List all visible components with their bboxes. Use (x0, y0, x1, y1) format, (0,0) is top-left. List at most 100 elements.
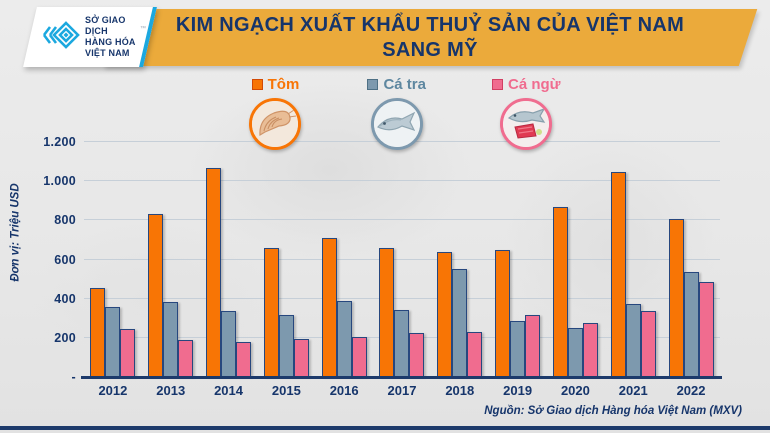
mxv-logo-content: SỞ GIAO DỊCH HÀNG HÓA VIỆT NAM ™ (30, 7, 146, 67)
bar-Cá tra-2013 (163, 302, 179, 377)
bar-group-2013 (142, 142, 200, 377)
bar-group-2016 (315, 142, 373, 377)
legend-item-tom: Tôm (249, 76, 302, 150)
year-label-2022: 2022 (676, 383, 706, 398)
legend-label-catra: Cá tra (383, 76, 426, 93)
bar-Tôm-2020 (552, 206, 568, 377)
bar-Cá ngừ-2014 (236, 342, 252, 377)
bar-group-2017 (373, 142, 431, 377)
y-axis-tick-labels: 1.200 1.000 800 600 400 200 - (26, 135, 76, 384)
bar-group-2021 (604, 142, 662, 377)
legend-swatch-tom (251, 79, 263, 90)
bar-Tôm-2013 (148, 214, 164, 377)
legend-key-tom: Tôm (251, 76, 300, 93)
gridline-400 (84, 297, 720, 299)
plot-area (81, 141, 722, 379)
bar-Tôm-2016 (321, 238, 337, 377)
trademark-symbol: ™ (140, 26, 146, 32)
bar-Cá tra-2022 (683, 271, 699, 377)
legend-swatch-catra (367, 79, 379, 90)
year-label-2014: 2014 (214, 383, 243, 398)
bar-Tôm-2022 (668, 218, 684, 377)
bar-Tôm-2015 (263, 248, 279, 377)
year-label-2016: 2016 (329, 383, 359, 398)
bar-Tôm-2012 (90, 287, 106, 377)
bar-Tôm-2017 (379, 247, 395, 377)
year-label-2021: 2021 (618, 383, 648, 398)
x-axis-baseline (81, 376, 722, 379)
bar-group-2014 (200, 142, 258, 377)
bar-Cá ngừ-2018 (467, 331, 483, 377)
gridline-800 (84, 219, 720, 221)
legend: Tôm Cá tra Cá ngừ (40, 76, 770, 150)
legend-key-cangu: Cá ngừ (492, 76, 561, 93)
bar-Cá ngừ-2022 (698, 281, 714, 377)
bar-Tôm-2019 (495, 250, 511, 377)
x-axis-year-labels: 2012 2013 2014 2015 2016 2017 2018 2019 2020 2021… (84, 383, 720, 398)
ytick-label-2: 800 (54, 213, 76, 228)
bar-Cá tra-2015 (278, 315, 294, 377)
bar-Cá ngừ-2020 (582, 323, 598, 377)
bar-group-2015 (257, 142, 315, 377)
year-label-2019: 2019 (503, 383, 533, 398)
ytick-label-6: - (71, 370, 76, 384)
mxv-logo-box: SỞ GIAO DỊCH HÀNG HÓA VIỆT NAM ™ (23, 7, 157, 67)
year-label-2018: 2018 (445, 383, 475, 398)
legend-item-cangu: Cá ngừ (492, 76, 561, 150)
bar-Tôm-2018 (437, 252, 453, 377)
legend-item-catra: Cá tra (367, 76, 426, 150)
bar-Cá tra-2017 (394, 309, 410, 377)
bar-Cá ngừ-2015 (293, 339, 309, 377)
title-banner-content: KIM NGẠCH XUẤT KHẨU THUỶ SẢN CỦA VIỆT NA… (112, 9, 748, 66)
ytick-label-4: 400 (54, 291, 76, 306)
bar-Cá tra-2012 (105, 306, 121, 377)
legend-swatch-cangu (492, 79, 503, 90)
bar-Cá tra-2021 (625, 304, 641, 377)
gridline-1000 (84, 180, 720, 182)
logo-line-3: VIỆT NAM (85, 48, 130, 58)
year-label-2013: 2013 (156, 383, 186, 398)
bar-group-2018 (431, 142, 489, 377)
bar-Cá tra-2019 (510, 320, 526, 377)
tuna-icon (500, 98, 553, 150)
bar-Tôm-2021 (610, 172, 626, 377)
bar-Cá ngừ-2012 (120, 329, 136, 377)
legend-label-cangu: Cá ngừ (508, 76, 561, 93)
year-label-2015: 2015 (271, 383, 301, 398)
bar-Cá ngừ-2013 (178, 340, 194, 377)
title-banner: KIM NGẠCH XUẤT KHẨU THUỶ SẢN CỦA VIỆT NA… (102, 9, 758, 66)
source-caption: Nguồn: Sở Giao dịch Hàng hóa Việt Nam (M… (484, 405, 742, 417)
year-label-2020: 2020 (560, 383, 590, 398)
y-axis-unit-label: Đơn vị: Triệu USD (9, 183, 22, 282)
bar-Cá ngừ-2016 (351, 337, 367, 377)
mxv-logo-icon (40, 16, 82, 59)
year-label-2017: 2017 (387, 383, 417, 398)
bar-Cá ngừ-2017 (409, 332, 425, 377)
legend-key-catra: Cá tra (367, 76, 426, 93)
ytick-label-1: 1.000 (43, 174, 76, 189)
bar-group-2012 (84, 142, 142, 377)
bar-group-2022 (662, 142, 720, 377)
bar-Cá tra-2018 (452, 269, 468, 377)
bar-group-2020 (547, 142, 605, 377)
bottom-accent-bar (0, 426, 770, 430)
gridline-600 (84, 258, 720, 260)
shrimp-icon (249, 98, 302, 150)
ytick-label-0: 1.200 (43, 135, 76, 149)
ytick-label-3: 600 (54, 252, 76, 267)
bar-Cá ngừ-2019 (525, 315, 541, 377)
bars-container (84, 142, 720, 377)
mxv-logo-text: SỞ GIAO DỊCH HÀNG HÓA VIỆT NAM (85, 15, 137, 59)
year-label-2012: 2012 (98, 383, 128, 398)
legend-label-tom: Tôm (267, 76, 300, 93)
page-title-line2: SANG MỸ (382, 38, 478, 61)
logo-line-1: SỞ GIAO DỊCH (85, 15, 126, 36)
bar-Cá tra-2014 (221, 311, 237, 377)
bar-Tôm-2014 (206, 168, 222, 377)
pangasius-icon (370, 98, 423, 150)
ytick-label-5: 200 (54, 330, 76, 345)
bar-Cá tra-2020 (567, 328, 583, 377)
logo-line-2: HÀNG HÓA (85, 37, 136, 47)
bar-Cá ngừ-2021 (640, 310, 656, 377)
bar-group-2019 (489, 142, 547, 377)
